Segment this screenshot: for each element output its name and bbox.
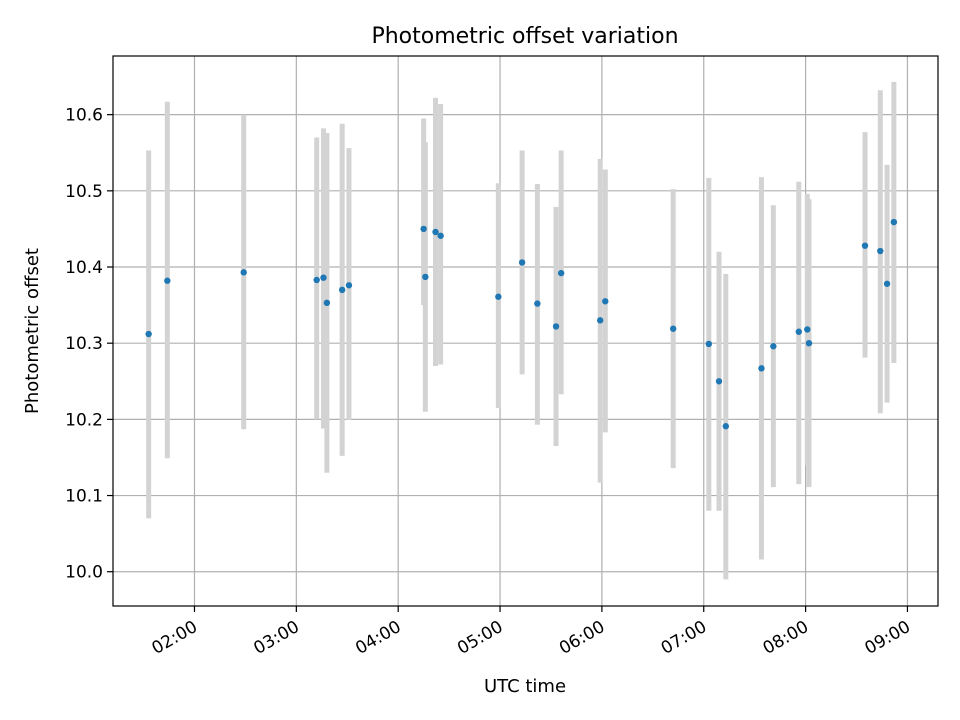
x-tick-label: 07:00 bbox=[658, 617, 710, 659]
data-point bbox=[345, 282, 353, 289]
data-point bbox=[495, 293, 502, 300]
y-tick-label: 10.2 bbox=[65, 410, 103, 430]
x-axis: 02:00 03:00 04:00 05:00 06:00 07:00 08:00 09:00 bbox=[149, 606, 914, 659]
data-point bbox=[240, 269, 247, 276]
x-tick-label: 05:00 bbox=[454, 617, 506, 659]
data-point bbox=[164, 277, 171, 284]
error-bars bbox=[146, 81, 897, 580]
data-point bbox=[602, 298, 609, 305]
x-tick-label: 08:00 bbox=[760, 617, 812, 659]
y-axis-label: Photometric offset bbox=[22, 248, 43, 414]
data-point bbox=[722, 423, 730, 430]
data-point bbox=[323, 299, 331, 307]
data-point bbox=[338, 286, 346, 294]
data-point bbox=[715, 378, 723, 385]
data-point bbox=[145, 330, 152, 338]
x-tick-label: 09:00 bbox=[862, 617, 914, 659]
data-point bbox=[805, 339, 813, 347]
data-point bbox=[422, 273, 429, 281]
grid-lines bbox=[113, 56, 938, 606]
data-point bbox=[313, 276, 320, 284]
data-point bbox=[552, 323, 560, 330]
data-points bbox=[145, 218, 898, 430]
x-axis-label: UTC time bbox=[484, 676, 566, 697]
data-point bbox=[758, 365, 765, 372]
x-tick-label: 02:00 bbox=[149, 617, 201, 659]
data-point bbox=[596, 317, 604, 324]
data-point bbox=[557, 269, 565, 277]
x-tick-label: 03:00 bbox=[250, 617, 302, 659]
data-point bbox=[861, 242, 869, 249]
data-point bbox=[437, 232, 444, 239]
data-point bbox=[420, 225, 427, 233]
y-tick-label: 10.3 bbox=[65, 334, 103, 354]
data-point bbox=[320, 274, 327, 281]
plot-frame bbox=[112, 55, 939, 607]
x-tick-label: 04:00 bbox=[352, 617, 404, 659]
data-point bbox=[877, 247, 884, 255]
data-point bbox=[534, 300, 541, 307]
y-tick-label: 10.4 bbox=[65, 258, 103, 278]
y-axis: 10.0 10.1 10.2 10.3 10.4 10.5 10.6 bbox=[65, 106, 113, 583]
data-point bbox=[890, 218, 898, 226]
y-tick-label: 10.1 bbox=[65, 487, 103, 507]
y-tick-label: 10.5 bbox=[65, 182, 103, 202]
y-tick-label: 10.6 bbox=[65, 106, 103, 126]
data-point bbox=[804, 326, 811, 333]
data-point bbox=[770, 343, 777, 350]
data-point bbox=[669, 325, 677, 332]
data-point bbox=[705, 340, 713, 348]
x-tick-label: 06:00 bbox=[556, 617, 608, 659]
data-point bbox=[518, 259, 526, 266]
data-point bbox=[883, 280, 891, 287]
data-point bbox=[432, 228, 439, 236]
y-tick-label: 10.0 bbox=[65, 563, 103, 583]
data-point bbox=[795, 328, 803, 335]
chart-title: Photometric offset variation bbox=[371, 24, 678, 49]
